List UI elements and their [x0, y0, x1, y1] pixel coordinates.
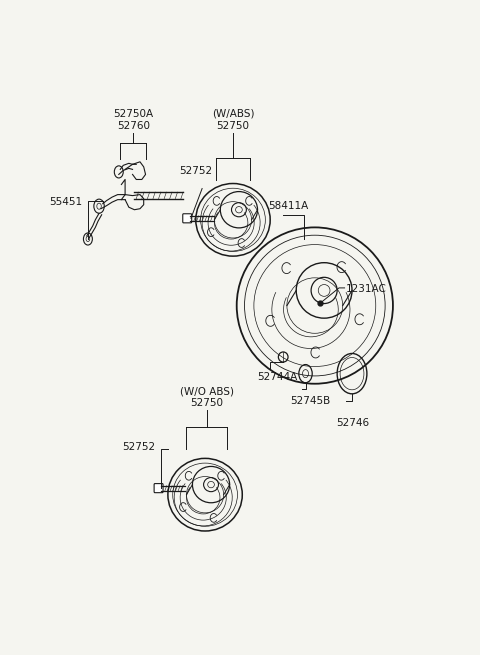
Text: (W/ABS)
52750: (W/ABS) 52750	[212, 109, 254, 130]
Text: 58411A: 58411A	[268, 200, 309, 211]
Text: 52746: 52746	[336, 417, 369, 428]
Text: 52745B: 52745B	[290, 396, 331, 406]
Text: 1231AC: 1231AC	[345, 284, 386, 294]
Text: 52752: 52752	[179, 166, 212, 176]
FancyBboxPatch shape	[183, 214, 192, 223]
Text: (W/O ABS)
52750: (W/O ABS) 52750	[180, 387, 234, 409]
Text: 52744A: 52744A	[257, 372, 298, 382]
FancyBboxPatch shape	[154, 483, 163, 493]
Text: 55451: 55451	[49, 196, 83, 207]
Text: 52752: 52752	[122, 441, 155, 452]
Text: 52750A
52760: 52750A 52760	[113, 109, 153, 130]
